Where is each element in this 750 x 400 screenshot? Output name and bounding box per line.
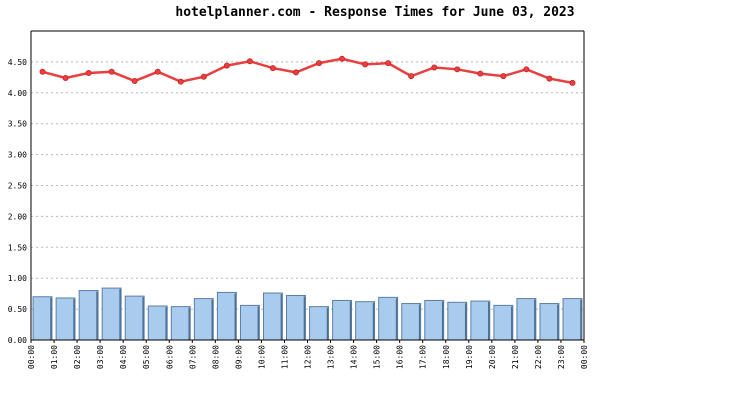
line-point xyxy=(316,60,323,67)
x-tick-label: 02:00 xyxy=(73,345,82,369)
y-tick-label: 3.50 xyxy=(8,120,27,129)
bar xyxy=(332,299,353,341)
x-tick-label: 18:00 xyxy=(442,345,451,369)
bar xyxy=(493,304,514,341)
bar xyxy=(378,296,399,341)
bar xyxy=(55,297,76,341)
x-tick-label: 01:00 xyxy=(50,345,59,369)
line-point xyxy=(292,69,299,76)
bar xyxy=(170,306,191,341)
x-tick-label: 22:00 xyxy=(534,345,543,369)
x-tick-label: 14:00 xyxy=(350,345,359,369)
y-tick-label: 4.50 xyxy=(8,58,27,67)
x-tick-label: 17:00 xyxy=(419,345,428,369)
x-tick-label: 15:00 xyxy=(373,345,382,369)
line-point xyxy=(431,64,438,71)
y-tick-label: 3.00 xyxy=(8,151,27,160)
bar xyxy=(262,292,283,341)
line-series xyxy=(42,57,573,85)
bar xyxy=(424,299,445,341)
y-tick-label: 2.50 xyxy=(8,182,27,191)
y-tick-label: 0.50 xyxy=(8,305,27,314)
line-point xyxy=(385,60,392,67)
bar xyxy=(562,298,583,341)
x-tick-label: 06:00 xyxy=(165,345,174,369)
x-tick-label: 09:00 xyxy=(234,345,243,369)
bar xyxy=(470,300,491,341)
x-tick-label: 21:00 xyxy=(511,345,520,369)
bar xyxy=(78,290,99,341)
bar xyxy=(309,306,329,341)
bar xyxy=(447,301,468,341)
x-tick-label: 13:00 xyxy=(327,345,336,369)
x-tick-label: 05:00 xyxy=(142,345,151,369)
y-tick-label: 1.00 xyxy=(8,274,27,283)
bar xyxy=(539,303,560,341)
line-point xyxy=(339,55,346,62)
line-point xyxy=(177,78,184,85)
bar xyxy=(193,298,214,341)
bar xyxy=(401,303,422,341)
line-point xyxy=(454,66,461,73)
bar xyxy=(239,304,260,341)
bar xyxy=(101,287,122,341)
line-point xyxy=(269,65,276,72)
line-point xyxy=(408,73,415,80)
x-tick-label: 19:00 xyxy=(465,345,474,369)
y-tick-label: 0.00 xyxy=(8,336,27,345)
chart-title: hotelplanner.com - Response Times for Ju… xyxy=(175,5,575,20)
line-point xyxy=(500,73,507,80)
y-tick-label: 1.50 xyxy=(8,243,27,252)
line-point xyxy=(154,68,161,75)
x-tick-label: 07:00 xyxy=(188,345,197,369)
bar xyxy=(147,305,168,341)
x-tick-label: 03:00 xyxy=(96,345,105,369)
x-tick-label: 23:00 xyxy=(557,345,566,369)
line-point xyxy=(546,75,553,82)
line-point xyxy=(523,66,530,73)
y-tick-label: 2.00 xyxy=(8,212,27,221)
line-point xyxy=(223,62,230,69)
x-tick-label: 04:00 xyxy=(119,345,128,369)
bar xyxy=(516,298,537,341)
x-tick-label: 00:00 xyxy=(27,345,36,369)
x-tick-label: 11:00 xyxy=(280,345,289,369)
line-point xyxy=(85,70,92,77)
line-point xyxy=(108,68,115,75)
y-tick-label: 4.00 xyxy=(8,89,27,98)
bar xyxy=(124,295,145,341)
x-tick-label: 10:00 xyxy=(257,345,266,369)
x-tick-label: 08:00 xyxy=(211,345,220,369)
x-tick-label: 00:00 xyxy=(580,345,589,369)
line-point xyxy=(477,70,484,77)
line-point xyxy=(569,79,576,86)
x-tick-label: 20:00 xyxy=(488,345,497,369)
line-point xyxy=(362,61,369,68)
x-tick-label: 16:00 xyxy=(396,345,405,369)
line-point xyxy=(246,58,253,65)
bar xyxy=(355,301,376,341)
bar xyxy=(32,296,53,341)
line-point xyxy=(200,73,207,80)
line-point xyxy=(131,78,138,85)
bar xyxy=(286,295,306,341)
line-point xyxy=(39,68,46,75)
bar xyxy=(216,291,237,341)
line-point xyxy=(62,74,69,81)
x-tick-label: 12:00 xyxy=(304,345,313,369)
